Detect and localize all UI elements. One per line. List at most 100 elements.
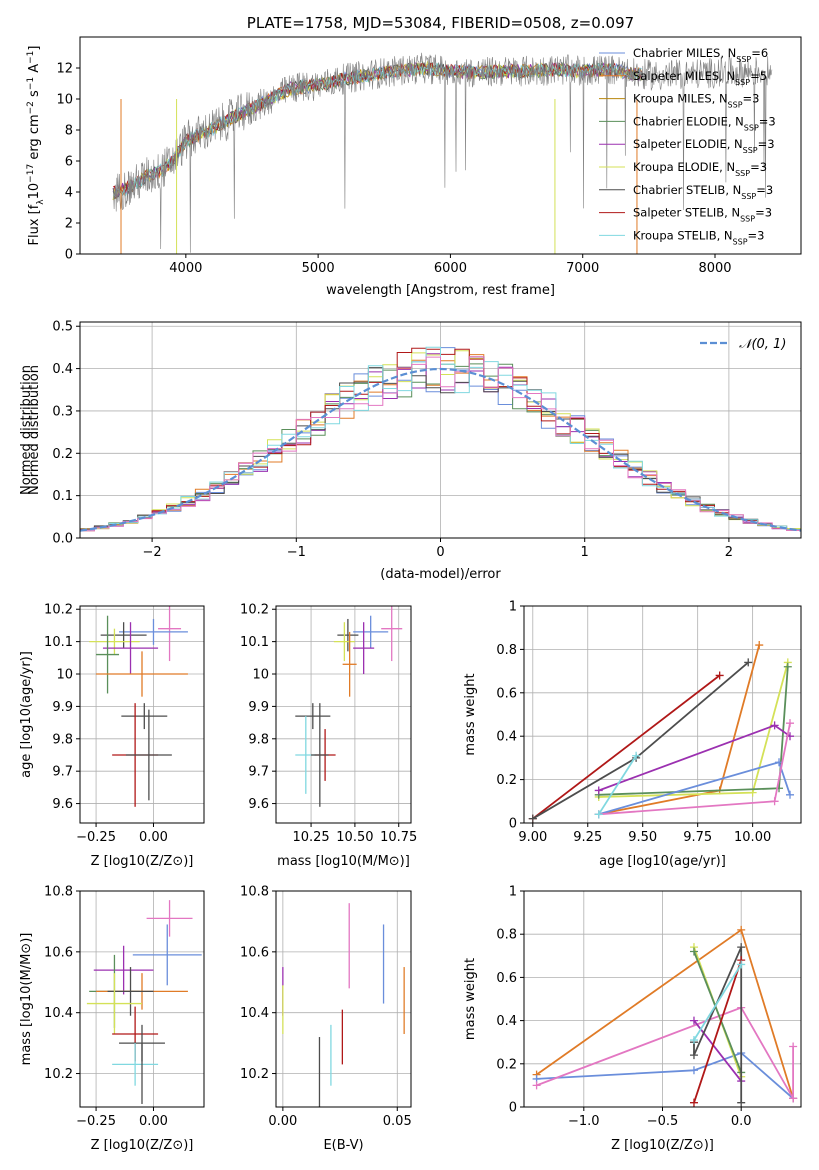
x-tick-label: 2 (725, 545, 733, 560)
series-line (536, 1006, 794, 1102)
x-tick-label: 0.0 (731, 1114, 752, 1129)
y-axis-label: Normed distribution (27, 365, 42, 495)
y-tick-label: 12 (56, 62, 73, 77)
x-tick-label: 0.00 (139, 1114, 168, 1129)
x-axis-label: Z [log10(Z/Z⊙)] (91, 854, 194, 869)
y-tick-label: 0.6 (496, 971, 517, 986)
x-tick-label: 5000 (302, 261, 335, 276)
x-tick-label: 10.00 (734, 830, 771, 845)
y-tick-label: 10.1 (44, 635, 73, 650)
y-tick-label: 10.2 (44, 603, 73, 618)
data-point (689, 1066, 698, 1075)
y-axis-label: Flux [fλ10−17 erg cm−2 s−1 A−1] (26, 46, 46, 246)
panel-mass_vs_Z: −0.25 0.00 10.2 10.4 10.6 10.8 Z [log10(Z/Z⊙)]… (19, 885, 205, 1153)
panel-residuals: −2 −1 0 1 2 0.0 0.1 0.2 0.3 0.4 0.5 (data-model)/er… (19, 320, 802, 582)
x-tick-label: −2 (143, 545, 162, 560)
x-tick-label: −0.5 (647, 1114, 679, 1129)
y-axis-label: mass weight (463, 958, 478, 1040)
data-point (632, 751, 641, 760)
data-point (715, 671, 724, 680)
data-point (594, 810, 603, 819)
data-point (532, 1081, 541, 1090)
data-point (770, 721, 779, 730)
y-tick-label: 8 (65, 124, 73, 139)
y-tick-label: 10.2 (240, 603, 269, 618)
x-tick-label: −0.25 (76, 1114, 116, 1129)
y-tick-label: 9.7 (248, 765, 269, 780)
legend-entry: Kroupa MILES, NSSP=3 (633, 92, 759, 110)
data-point (689, 1051, 698, 1060)
y-tick-label: 0.5 (52, 320, 73, 335)
y-tick-label: 10.4 (240, 1006, 269, 1021)
data-point (528, 814, 537, 823)
data-point (789, 1042, 798, 1051)
y-axis-label: mass [log10(M/M⊙)] (19, 933, 34, 1066)
y-tick-label: 10.8 (240, 885, 269, 900)
y-tick-label: 0.4 (52, 362, 73, 377)
x-tick-label: 9.75 (683, 830, 712, 845)
data-point (789, 1094, 798, 1103)
data-point (594, 786, 603, 795)
y-tick-label: 9.6 (248, 797, 269, 812)
data-point (737, 1098, 746, 1107)
chart-title: PLATE=1758, MJD=53084, FIBERID=0508, z=0… (247, 14, 634, 32)
y-tick-label: 0.8 (496, 928, 517, 943)
x-tick-label: 7000 (566, 261, 599, 276)
y-tick-label: 0 (509, 1101, 517, 1116)
y-tick-label: 0.8 (496, 643, 517, 658)
data-point (689, 1036, 698, 1045)
data-point (744, 658, 753, 667)
y-tick-label: 1 (509, 600, 517, 615)
panel-age_vs_Z: −0.25 0.00 9.6 9.7 9.8 9.9 10 10.1 10.2 Z [log10(… (19, 603, 205, 869)
x-tick-label: 9.00 (518, 830, 547, 845)
x-tick-label: −1.0 (568, 1114, 600, 1129)
plot-area (112, 52, 773, 254)
y-tick-label: 6 (65, 155, 73, 170)
axes-frame (275, 890, 412, 1108)
y-tick-label: 0.3 (52, 404, 73, 419)
x-tick-label: 4000 (169, 261, 202, 276)
y-tick-label: 9.8 (52, 732, 73, 747)
y-tick-label: 4 (65, 186, 73, 201)
y-tick-label: 2 (65, 217, 73, 232)
y-tick-label: 9.7 (52, 765, 73, 780)
panel-massweight_vs_age: 9.00 9.25 9.50 9.75 10.00 0 0.2 0.4 0.6 0.8 1 age [… (463, 600, 802, 869)
x-axis-label: wavelength [Angstrom, rest frame] (326, 283, 555, 298)
x-axis-label: E(B-V) (323, 1138, 363, 1153)
plot-area (532, 925, 798, 1107)
legend-entry: 𝒩(0, 1) (739, 337, 786, 352)
panel-massweight_vs_Z: −1.0 −0.5 0.0 0 0.2 0.4 0.6 0.8 1 Z [log10(Z/Z⊙)]… (463, 885, 802, 1153)
plot-area (528, 641, 795, 823)
x-axis-label: (data-model)/error (380, 567, 501, 582)
x-axis-label: age [log10(age/yr)] (599, 854, 726, 869)
panel-mass_vs_ebv: 0.00 0.05 10.2 10.4 10.6 10.8 E(B-V) (240, 885, 412, 1154)
x-tick-label: 10.25 (292, 830, 329, 845)
data-point (786, 790, 795, 799)
x-axis-label: Z [log10(Z/Z⊙)] (611, 1138, 714, 1153)
y-tick-label: 10 (56, 668, 73, 683)
y-tick-label: 0.2 (496, 1057, 517, 1072)
gaussian-curve (80, 367, 801, 532)
series-line (598, 644, 761, 816)
data-point (689, 947, 698, 956)
data-line (112, 52, 773, 253)
y-tick-label: 10.6 (240, 945, 269, 960)
x-tick-label: 9.25 (573, 830, 602, 845)
y-tick-label: 0.4 (496, 1014, 517, 1029)
legend-entry: Kroupa ELODIE, NSSP=3 (633, 160, 767, 178)
y-axis-label: Normed distribution (19, 365, 34, 495)
series-line (536, 1051, 794, 1100)
legend-entry: Chabrier STELIB, NSSP=3 (633, 183, 773, 201)
y-tick-label: 10.4 (44, 1006, 73, 1021)
series-line (598, 662, 789, 798)
x-tick-label: 0 (436, 545, 444, 560)
y-tick-label: 0.2 (52, 447, 73, 462)
x-tick-label: 6000 (434, 261, 467, 276)
series-line (597, 755, 637, 815)
y-axis-label: mass weight (463, 673, 478, 755)
data-point (689, 1098, 698, 1107)
y-tick-label: 9.9 (248, 700, 269, 715)
histogram-step (80, 356, 801, 532)
axes-frame (79, 605, 205, 824)
